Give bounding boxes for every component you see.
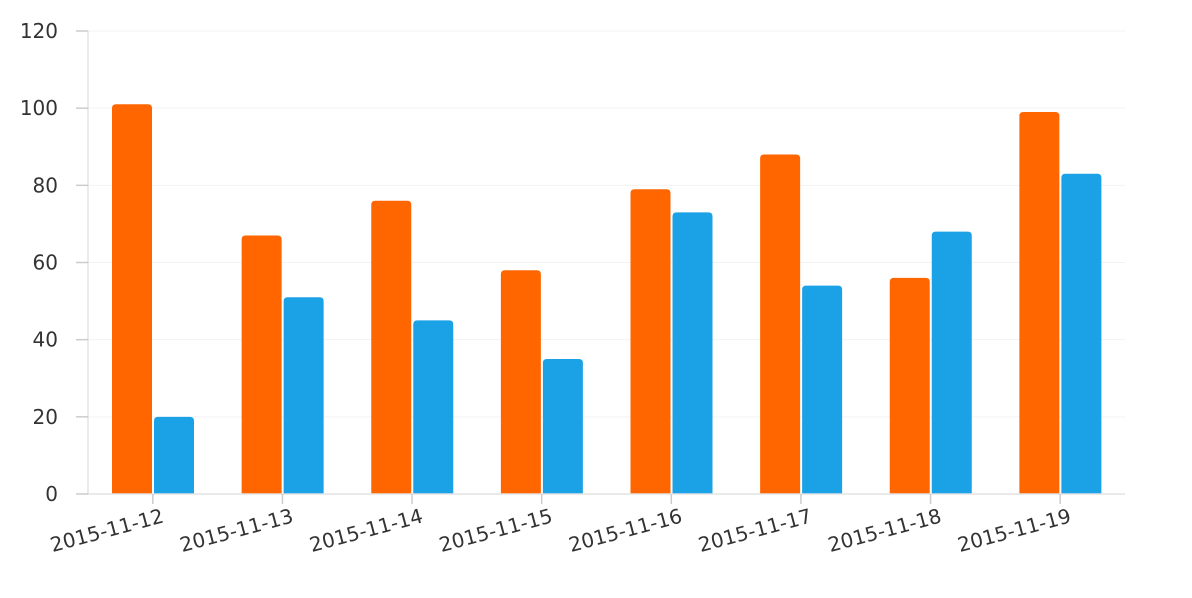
y-tick-label: 60 (33, 251, 58, 275)
bar-series-2-2015-11-18[interactable] (931, 231, 972, 494)
x-tick-label: 2015-11-18 (825, 504, 943, 557)
y-tick-label: 100 (20, 96, 58, 120)
y-tick-label: 0 (45, 482, 58, 506)
bar-series-2-2015-11-13[interactable] (283, 297, 324, 494)
bar-series-2-2015-11-12[interactable] (154, 416, 194, 494)
bar-series-1-2015-11-18[interactable] (889, 277, 930, 494)
bar-series-2-2015-11-15[interactable] (542, 358, 583, 494)
x-tick-label: 2015-11-15 (436, 504, 554, 557)
bar-series-1-2015-11-12[interactable] (112, 104, 152, 494)
x-tick-label: 2015-11-17 (696, 504, 814, 557)
x-tick-label: 2015-11-12 (48, 504, 166, 557)
bar-series-1-2015-11-16[interactable] (630, 189, 671, 495)
bar-series-1-2015-11-17[interactable] (760, 154, 801, 494)
bar-series-1-2015-11-14[interactable] (371, 200, 412, 494)
bar-series-1-2015-11-19[interactable] (1019, 112, 1060, 495)
x-tick-label: 2015-11-16 (566, 504, 684, 557)
bar-series-2-2015-11-14[interactable] (413, 320, 454, 494)
x-tick-label: 2015-11-19 (955, 504, 1073, 557)
bar-series-2-2015-11-16[interactable] (672, 212, 713, 494)
y-tick-label: 80 (33, 173, 58, 197)
y-tick-label: 20 (33, 405, 58, 429)
bar-series-1-2015-11-15[interactable] (500, 270, 541, 494)
bar-series-1-2015-11-13[interactable] (241, 235, 282, 494)
x-axis-ticks: 2015-11-12 2015-11-13 2015-11-14 2015-11-15… (48, 494, 1073, 557)
bar-series-2-2015-11-17[interactable] (802, 285, 843, 494)
y-tick-label: 40 (33, 328, 58, 352)
bar-series-2-2015-11-19[interactable] (1061, 173, 1102, 494)
x-tick-label: 2015-11-13 (177, 504, 295, 557)
x-tick-label: 2015-11-14 (307, 504, 425, 557)
y-axis-ticks: 0 20 40 60 80 100 120 (20, 19, 88, 506)
y-tick-label: 120 (20, 19, 58, 43)
bars-layer (112, 104, 1102, 495)
